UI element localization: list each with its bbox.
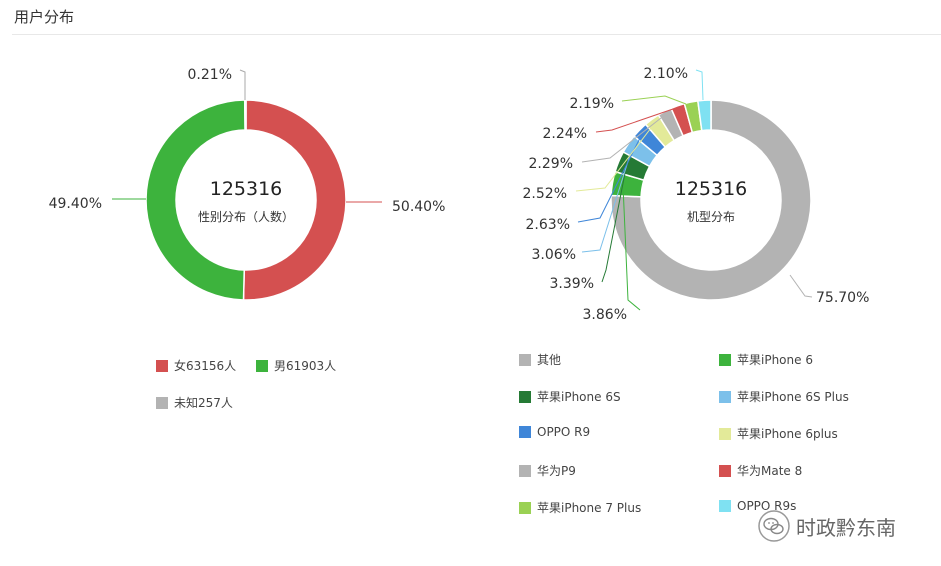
legend-swatch xyxy=(519,501,531,514)
model-legend-item-华为p9[interactable]: 华为P9 xyxy=(519,462,576,479)
model-legend-item-苹果iphone-6s-plus[interactable]: 苹果iPhone 6S Plus xyxy=(719,388,849,405)
legend-swatch xyxy=(256,359,268,372)
model-slice-oppo-r9s[interactable] xyxy=(697,99,712,132)
model-leader-line-华为mate-8 xyxy=(595,108,674,133)
model-center-value: 125316 xyxy=(675,178,748,200)
model-leader-line-苹果iphone-7-plus xyxy=(621,95,687,105)
gender-center-label: 性别分布（人数） xyxy=(198,209,294,224)
legend-label: 苹果iPhone 6S xyxy=(537,390,621,404)
legend-label: 华为Mate 8 xyxy=(737,464,803,478)
gender-percent-label-0: 50.40% xyxy=(392,199,445,215)
legend-swatch xyxy=(719,500,731,512)
model-legend-item-苹果iphone-6s[interactable]: 苹果iPhone 6S xyxy=(519,388,621,405)
gender-legend-item-2[interactable]: 未知257人 xyxy=(156,394,233,411)
legend-label: 华为P9 xyxy=(537,464,576,478)
legend-swatch xyxy=(156,396,168,409)
model-leader-line-苹果iphone-6 xyxy=(622,184,641,311)
model-legend-item-其他[interactable]: 其他 xyxy=(519,351,561,368)
model-percent-label-苹果iphone-6plus: 2.52% xyxy=(523,186,567,202)
legend-label: 苹果iPhone 6 xyxy=(737,353,813,367)
legend-swatch xyxy=(719,427,731,440)
gender-center-value: 125316 xyxy=(210,178,283,200)
model-percent-label-华为p9: 2.29% xyxy=(529,156,573,172)
legend-swatch xyxy=(719,464,731,477)
legend-label: 未知257人 xyxy=(174,396,233,410)
model-percent-label-oppo-r9: 2.63% xyxy=(526,217,570,233)
model-legend-item-苹果iphone-7-plus[interactable]: 苹果iPhone 7 Plus xyxy=(519,499,641,516)
legend-swatch xyxy=(719,353,731,366)
legend-swatch xyxy=(519,390,531,403)
model-legend-item-华为mate-8[interactable]: 华为Mate 8 xyxy=(719,462,802,479)
legend-label: OPPO R9s xyxy=(737,499,797,513)
model-percent-label-华为mate-8: 2.24% xyxy=(543,126,587,142)
gender-leader-line-2 xyxy=(239,69,246,100)
legend-label: 男61903人 xyxy=(274,359,337,373)
gender-legend-item-1[interactable]: 男61903人 xyxy=(256,357,336,374)
legend-label: 苹果iPhone 6plus xyxy=(737,427,838,441)
header-divider xyxy=(12,34,941,35)
model-leader-line-oppo-r9 xyxy=(577,137,641,223)
wechat-watermark: 时政黔东南 xyxy=(758,510,896,542)
model-percent-label-其他: 75.70% xyxy=(816,290,869,306)
gender-slice-2[interactable] xyxy=(243,99,247,131)
section-title: 用户分布 xyxy=(14,8,75,26)
model-legend-item-oppo-r9[interactable]: OPPO R9 xyxy=(519,425,590,439)
gender-slice-1[interactable] xyxy=(145,99,246,301)
legend-swatch xyxy=(156,359,168,372)
legend-label: 苹果iPhone 6S Plus xyxy=(737,390,849,404)
gender-legend-item-0[interactable]: 女63156人 xyxy=(156,357,236,374)
model-leader-line-其他 xyxy=(789,274,813,298)
model-percent-label-苹果iphone-6s: 3.39% xyxy=(550,276,594,292)
model-leader-line-oppo-r9s xyxy=(695,69,704,101)
wechat-icon xyxy=(758,510,790,542)
model-slice-其他[interactable] xyxy=(610,99,812,301)
model-leader-line-苹果iphone-6plus xyxy=(575,127,652,192)
legend-swatch xyxy=(519,464,531,477)
model-legend-item-苹果iphone-6plus[interactable]: 苹果iPhone 6plus xyxy=(719,425,838,442)
model-leader-line-苹果iphone-6s-plus xyxy=(581,154,631,253)
model-center-label: 机型分布 xyxy=(687,210,735,224)
legend-label: 苹果iPhone 7 Plus xyxy=(537,501,642,515)
legend-swatch xyxy=(519,353,531,366)
gender-percent-label-2: 0.21% xyxy=(188,67,232,83)
legend-swatch xyxy=(719,390,731,403)
section-header: 用户分布 xyxy=(0,0,941,36)
model-leader-line-苹果iphone-6s xyxy=(601,167,627,283)
model-leader-line-华为p9 xyxy=(581,117,662,163)
legend-swatch xyxy=(519,426,531,438)
gender-slice-0[interactable] xyxy=(242,99,347,301)
model-legend-item-苹果iphone-6[interactable]: 苹果iPhone 6 xyxy=(719,351,813,368)
model-percent-label-苹果iphone-6: 3.86% xyxy=(583,307,627,323)
gender-percent-label-1: 49.40% xyxy=(49,196,102,212)
legend-label: OPPO R9 xyxy=(537,425,591,439)
legend-label: 其他 xyxy=(537,353,562,367)
model-percent-label-苹果iphone-6s-plus: 3.06% xyxy=(532,247,576,263)
model-legend-item-oppo-r9s[interactable]: OPPO R9s xyxy=(719,499,796,513)
legend-label: 女63156人 xyxy=(174,359,237,373)
watermark-text: 时政黔东南 xyxy=(796,515,896,540)
model-percent-label-苹果iphone-7-plus: 2.19% xyxy=(570,96,614,112)
model-percent-label-oppo-r9s: 2.10% xyxy=(644,66,688,82)
